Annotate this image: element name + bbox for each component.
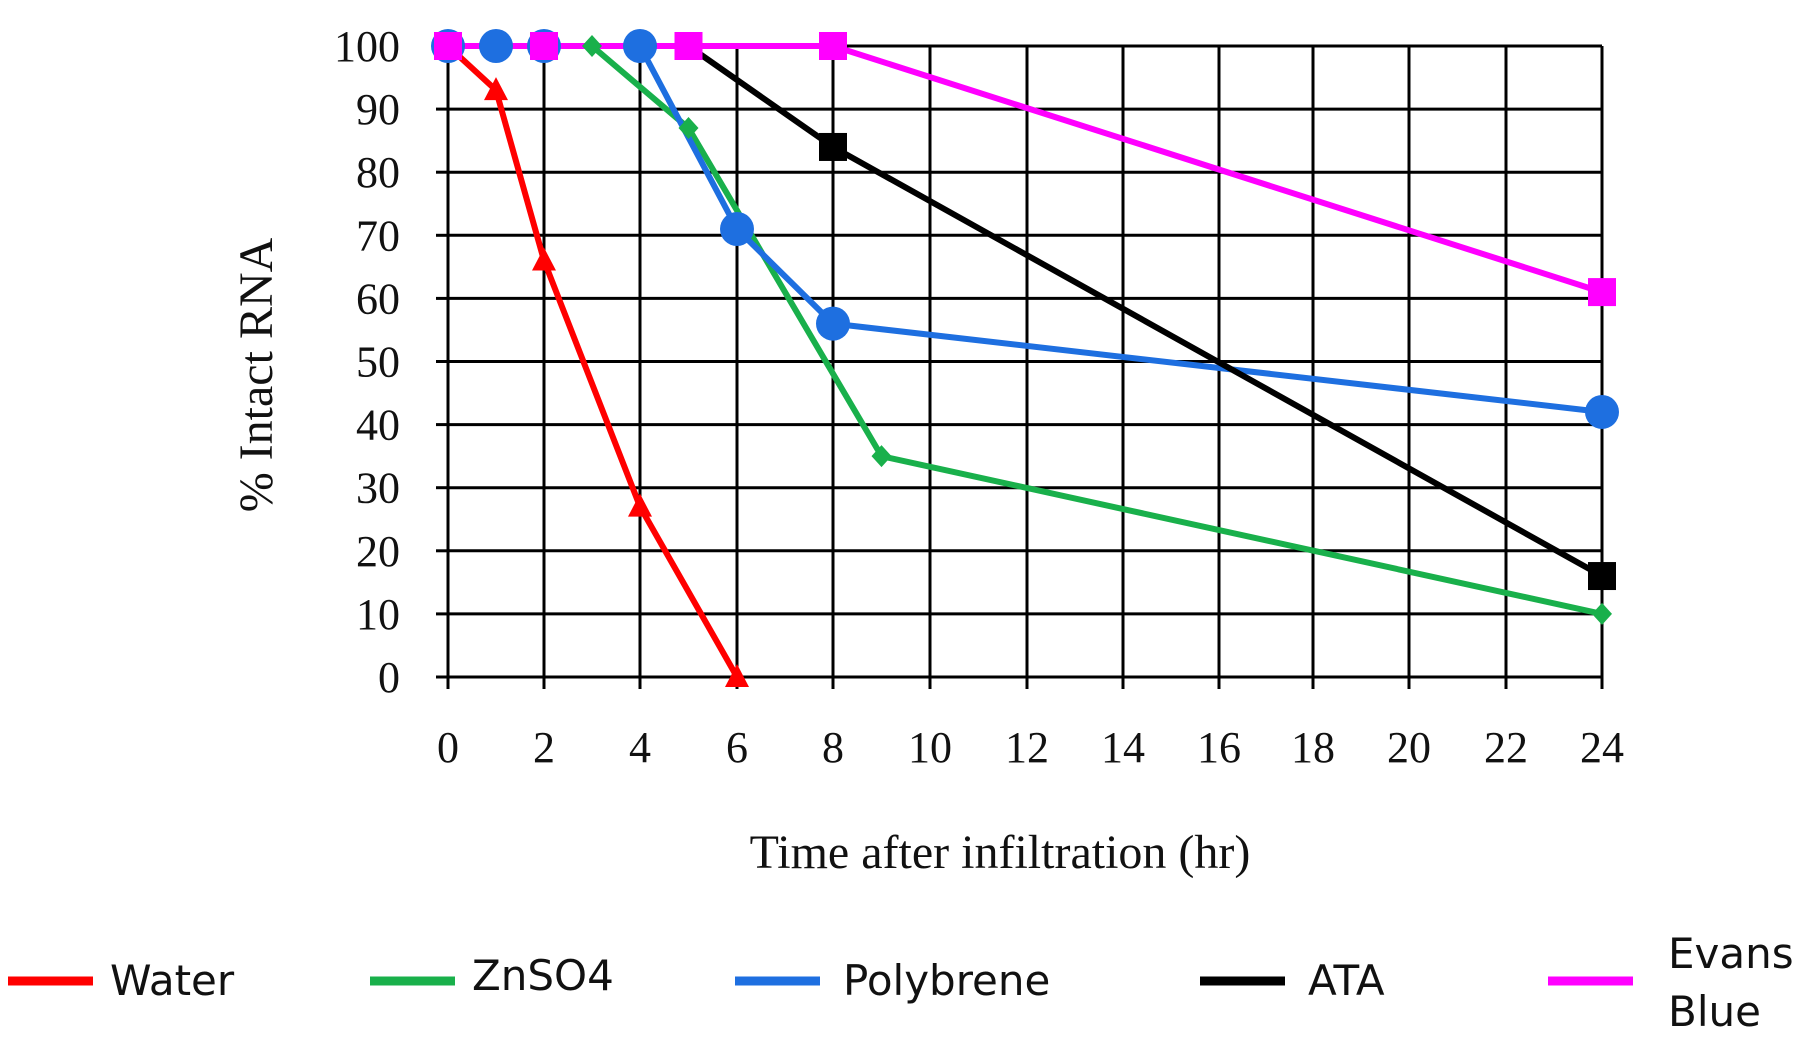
x-tick-label: 2 [533,723,555,772]
y-tick-label: 70 [356,211,400,260]
x-tick-label: 24 [1580,723,1624,772]
data-point-polybrene [623,29,657,63]
data-point-water [628,493,652,517]
y-axis-title: % Intact RNA [230,237,283,512]
x-tick-label: 0 [437,723,459,772]
y-axis-ticks: 0 10 20 30 40 50 60 70 80 90 100 [334,22,400,702]
y-tick-label: 90 [356,85,400,134]
legend-label-water: Water [110,956,235,1005]
x-tick-label: 10 [908,723,952,772]
data-point-znso4 [582,35,602,57]
x-tick-label: 20 [1387,723,1431,772]
data-point-evans-blue [819,32,847,60]
x-tick-label: 4 [629,723,651,772]
data-point-evans-blue [434,32,462,60]
y-tick-label: 50 [356,338,400,387]
y-tick-label: 60 [356,274,400,323]
x-axis-title: Time after infiltration (hr) [750,826,1251,879]
y-tick-label: 20 [356,527,400,576]
y-tick-label: 30 [356,464,400,513]
data-point-ata [819,132,847,161]
chart-grid [436,44,1604,689]
legend-item-znso4: ZnSO4 [370,951,614,1000]
data-point-water [484,77,508,101]
legend-item-evans-blue: Evans Blue [1548,929,1794,1036]
x-tick-label: 22 [1484,723,1528,772]
series-markers [431,29,1619,687]
y-tick-label: 10 [356,590,400,639]
data-point-polybrene [1585,394,1619,429]
x-tick-label: 8 [822,723,844,772]
legend-item-ata: ATA [1200,956,1385,1005]
data-point-water [725,664,749,687]
data-point-polybrene [720,211,754,246]
data-point-ata [1588,562,1616,591]
legend-label-polybrene: Polybrene [843,956,1050,1005]
legend-item-polybrene: Polybrene [735,956,1050,1005]
legend-label-evans-blue-line1: Evans [1668,929,1794,978]
legend-label-ata: ATA [1308,956,1385,1005]
data-point-evans-blue [674,32,703,60]
data-point-evans-blue [530,32,558,60]
y-tick-label: 80 [356,148,400,197]
legend-label-evans-blue-line2: Blue [1668,987,1761,1036]
y-tick-label: 100 [334,22,400,71]
data-point-znso4 [1592,602,1612,625]
data-point-znso4 [678,117,699,140]
x-tick-label: 12 [1005,723,1049,772]
series-line-polybrene [448,43,1603,415]
data-point-polybrene [479,29,513,63]
data-point-znso4 [871,445,892,468]
x-axis-ticks: 0 2 4 6 8 10 12 14 16 18 20 22 24 [437,723,1624,772]
legend-label-znso4: ZnSO4 [472,951,614,1000]
data-point-evans-blue [1588,278,1616,307]
series-line-znso4 [590,43,1603,617]
y-tick-label: 40 [356,401,400,450]
y-tick-label: 0 [378,653,400,702]
x-tick-label: 18 [1291,723,1335,772]
legend-item-water: Water [8,956,235,1005]
chart-legend: Water ZnSO4 Polybrene ATA Evans Blue [8,929,1794,1036]
x-tick-label: 6 [726,723,748,772]
x-tick-label: 14 [1101,723,1145,772]
x-tick-label: 16 [1197,723,1241,772]
data-point-polybrene [816,306,850,341]
data-point-water [532,247,556,271]
